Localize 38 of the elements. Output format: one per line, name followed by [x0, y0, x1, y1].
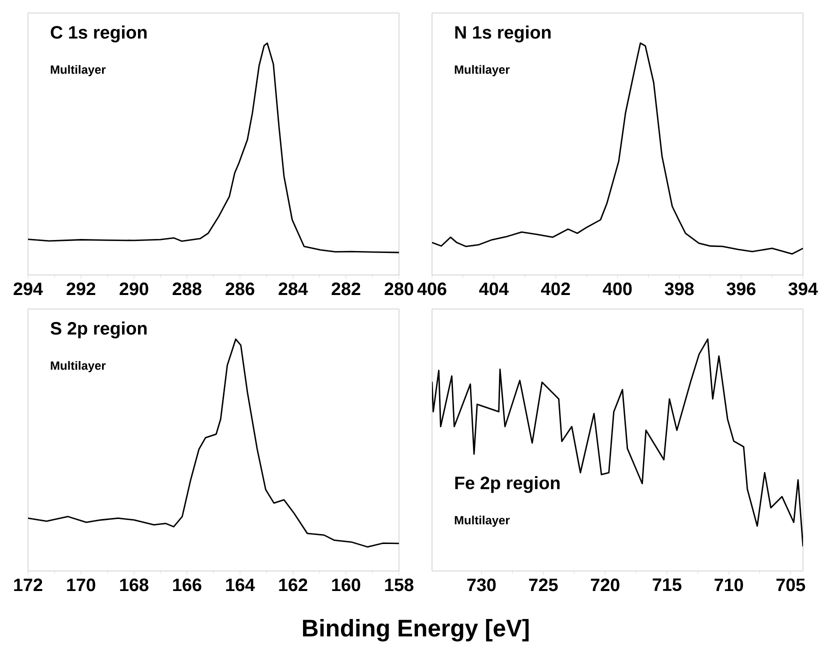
chart-title: S 2p region — [50, 322, 147, 338]
x-tick-label: 166 — [173, 578, 202, 592]
x-tick-label: 170 — [67, 578, 96, 592]
x-tick-label: 172 — [14, 578, 42, 592]
x-tick-label: 164 — [226, 578, 255, 592]
x-tick-label: 406 — [417, 282, 446, 296]
x-tick-label: 160 — [332, 578, 360, 592]
chart-title: N 1s region — [455, 26, 551, 42]
x-tick-label: 715 — [652, 578, 682, 592]
text: Fe 2p region — [455, 476, 560, 493]
x-tick-label: 162 — [279, 578, 308, 592]
x-tick-label: 404 — [479, 282, 509, 296]
x-tick-label: 400 — [602, 282, 632, 296]
x-axis-title: Binding Energy [eV] — [303, 619, 529, 642]
text: Multilayer — [50, 361, 106, 372]
x-tick-label: 288 — [172, 282, 202, 296]
x-tick-label: 725 — [529, 578, 558, 592]
x-tick-label: 280 — [384, 282, 414, 296]
x-tick-label: 730 — [467, 578, 496, 592]
text: Multilayer — [454, 65, 510, 76]
x-tick-label: 396 — [726, 282, 756, 296]
x-tick-label: 710 — [714, 578, 744, 592]
text: Multilayer — [50, 65, 106, 76]
x-tick-label: 294 — [14, 282, 43, 296]
x-tick-label: 286 — [226, 282, 254, 296]
x-tick-label: 168 — [120, 578, 148, 592]
x-tick-label: 705 — [776, 578, 806, 592]
x-tick-label: 720 — [590, 578, 620, 592]
x-tick-label: 398 — [664, 282, 694, 296]
x-tick-label: 292 — [66, 282, 96, 296]
text: Multilayer — [454, 516, 510, 527]
x-tick-label: 282 — [332, 282, 360, 296]
x-tick-label: 402 — [540, 282, 570, 296]
x-tick-label: 158 — [385, 578, 414, 592]
chart-title: C 1s region — [50, 26, 147, 42]
x-tick-label: 290 — [120, 282, 148, 296]
x-tick-label: 284 — [278, 282, 308, 296]
x-tick-label: 394 — [788, 282, 818, 296]
